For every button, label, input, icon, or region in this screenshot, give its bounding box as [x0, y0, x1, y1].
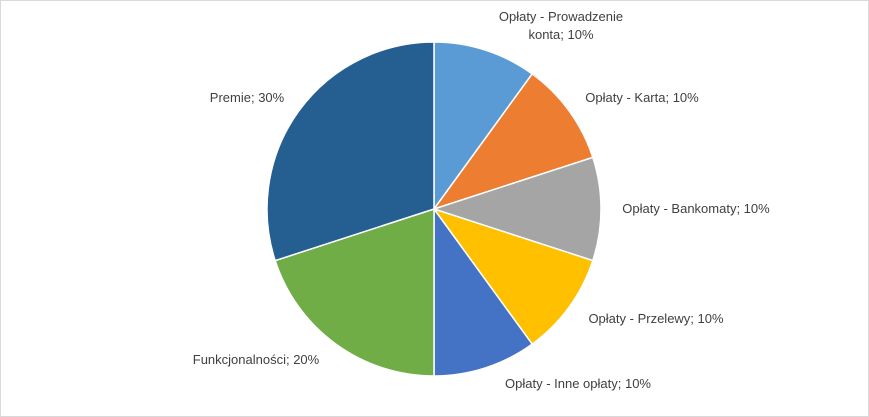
data-label: Opłaty - Prowadzenie konta; 10%: [498, 9, 624, 42]
pie-slice: [432, 72, 594, 211]
data-label: Opłaty - Przelewy; 10%: [588, 311, 724, 326]
data-label: Opłaty - Inne opłaty; 10%: [505, 376, 651, 391]
pie-slice: [432, 207, 594, 346]
pie-slice: [433, 206, 534, 377]
data-label: Opłaty - Bankomaty; 10%: [622, 201, 770, 216]
pie-slice: [274, 207, 435, 377]
pie-slice: [433, 41, 534, 212]
data-label: Funkcjonalności; 20%: [192, 352, 320, 367]
pie-slice: [266, 41, 435, 262]
pie-slice: [431, 156, 602, 262]
data-label: Opłaty - Karta; 10%: [585, 90, 699, 105]
data-label: Premie; 30%: [209, 90, 285, 105]
